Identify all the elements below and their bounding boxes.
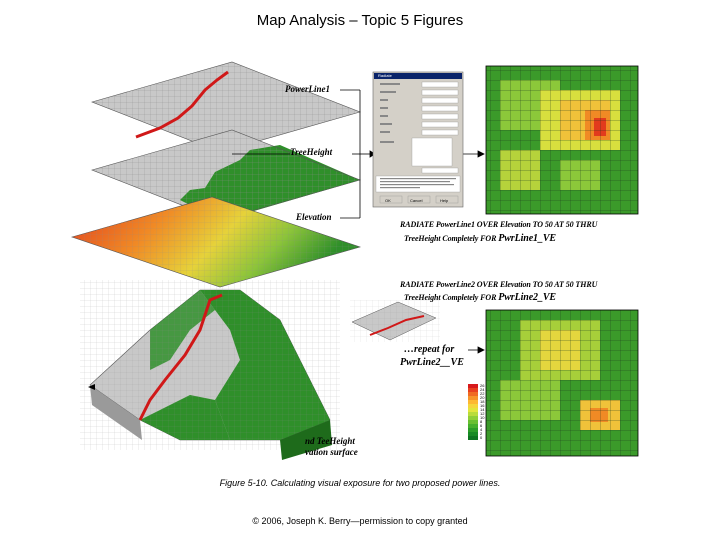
command-1-line-2: TreeHeight Completely FOR PwrLine1_VE <box>404 233 556 244</box>
legend-swatch <box>468 392 478 396</box>
command-2-name: PwrLine2_VE <box>498 292 556 303</box>
legend-swatch <box>468 436 478 440</box>
legend-swatch <box>468 384 478 388</box>
legend-value: 8 <box>480 419 483 424</box>
legend-value: 0 <box>480 435 483 440</box>
legend-value: 4 <box>480 427 483 432</box>
repeat-mini-surface <box>350 300 440 342</box>
command-2-line-1: RADIATE PowerLine2 OVER Elevation TO 50 … <box>400 280 598 289</box>
command-1-line-1: RADIATE PowerLine1 OVER Elevation TO 50 … <box>400 220 598 229</box>
legend-value: 16 <box>480 403 485 408</box>
repeat-label-1: …repeat for <box>404 344 455 355</box>
figure-caption: Figure 5-10. Calculating visual exposure… <box>219 478 501 488</box>
dialog-cancel-button[interactable]: Cancel <box>410 198 423 203</box>
legend-value: 22 <box>480 391 485 396</box>
legend-swatch <box>468 396 478 400</box>
legend-value: 2 <box>480 431 483 436</box>
legend-value: 6 <box>480 423 483 428</box>
legend-value: 20 <box>480 395 485 400</box>
legend-swatch <box>468 400 478 404</box>
legend-swatch <box>468 412 478 416</box>
3d-surface <box>80 280 340 460</box>
elevation-label: Elevation <box>296 212 332 222</box>
command-1-prefix: TreeHeight Completely FOR <box>404 234 499 243</box>
legend-value: 26 <box>480 383 485 388</box>
dialog-help-button[interactable]: Help <box>440 198 449 203</box>
command-2-line-2: TreeHeight Completely FOR PwrLine2_VE <box>404 292 556 303</box>
legend-value: 10 <box>480 415 485 420</box>
legend-swatch <box>468 424 478 428</box>
legend-swatch <box>468 428 478 432</box>
bottom-label-2: vation surface <box>305 447 358 457</box>
legend-value: 18 <box>480 399 485 404</box>
legend-swatch <box>468 416 478 420</box>
result-map-1 <box>485 65 639 215</box>
dialog-ok-button[interactable]: OK <box>385 198 391 203</box>
legend-bar <box>468 384 478 440</box>
copyright-notice: © 2006, Joseph K. Berry—permission to co… <box>252 516 468 526</box>
legend-swatch <box>468 404 478 408</box>
legend-swatch <box>468 388 478 392</box>
legend-value: 14 <box>480 407 485 412</box>
command-1-name: PwrLine1_VE <box>498 233 556 244</box>
bottom-label-1: nd TeeHeight <box>305 436 355 446</box>
legend-value: 12 <box>480 411 485 416</box>
legend-swatch <box>468 408 478 412</box>
legend-swatch <box>468 432 478 436</box>
powerline-label: PowerLine1 <box>285 84 330 94</box>
command-2-prefix: TreeHeight Completely FOR <box>404 293 499 302</box>
result-map-2 <box>485 309 639 457</box>
dialog-title: Radiate <box>378 73 392 78</box>
legend-swatch <box>468 420 478 424</box>
connector-arrows <box>232 89 485 354</box>
radiate-dialog <box>372 71 464 208</box>
repeat-label-2: PwrLine2__VE <box>400 357 464 368</box>
treeheight-label: TreeHeight <box>290 147 333 157</box>
slide-title: Map Analysis – Topic 5 Figures <box>256 12 464 29</box>
legend-value: 24 <box>480 387 485 392</box>
